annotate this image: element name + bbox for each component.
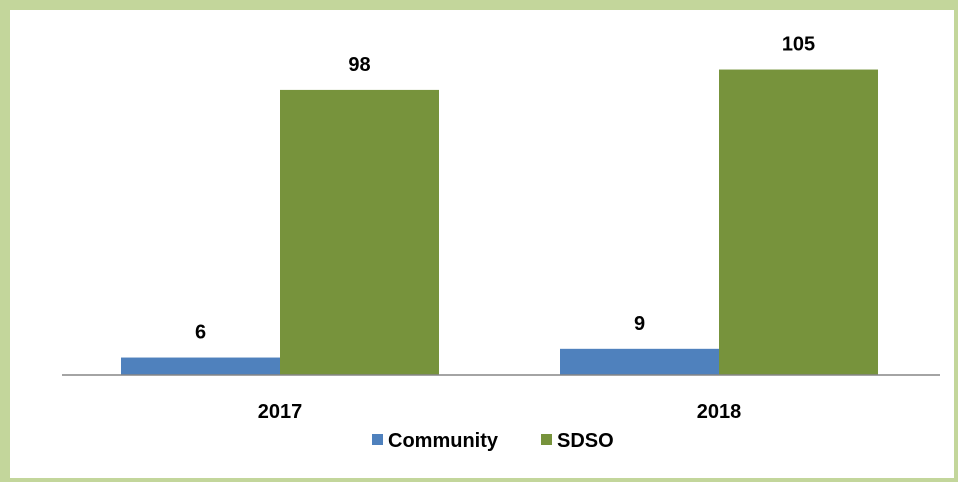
legend: Community SDSO — [372, 430, 614, 452]
data-label-sdso-2018: 105 — [782, 34, 815, 56]
data-label-community-2018: 9 — [634, 313, 645, 335]
bars-layer — [121, 69, 878, 375]
legend-swatch-sdso — [541, 434, 552, 445]
legend-swatch-community — [372, 434, 383, 445]
legend-label-community: Community — [388, 430, 499, 452]
data-label-community-2017: 6 — [195, 322, 206, 344]
x-tick-label-2017: 2017 — [258, 401, 303, 423]
data-labels-layer: 6 98 9 105 — [195, 34, 815, 344]
x-tick-label-2018: 2018 — [697, 401, 742, 423]
bar-chart: 6 98 9 105 2017 2018 Community SDSO — [62, 34, 940, 452]
bar-sdso-2018 — [719, 69, 878, 375]
bar-sdso-2017 — [280, 89, 439, 375]
chart-frame: 6 98 9 105 2017 2018 Community SDSO — [10, 10, 954, 478]
bar-community-2017 — [121, 357, 280, 375]
x-tick-labels: 2017 2018 — [258, 401, 742, 423]
data-label-sdso-2017: 98 — [348, 54, 370, 76]
bar-community-2018 — [560, 348, 719, 375]
legend-label-sdso: SDSO — [557, 430, 614, 452]
